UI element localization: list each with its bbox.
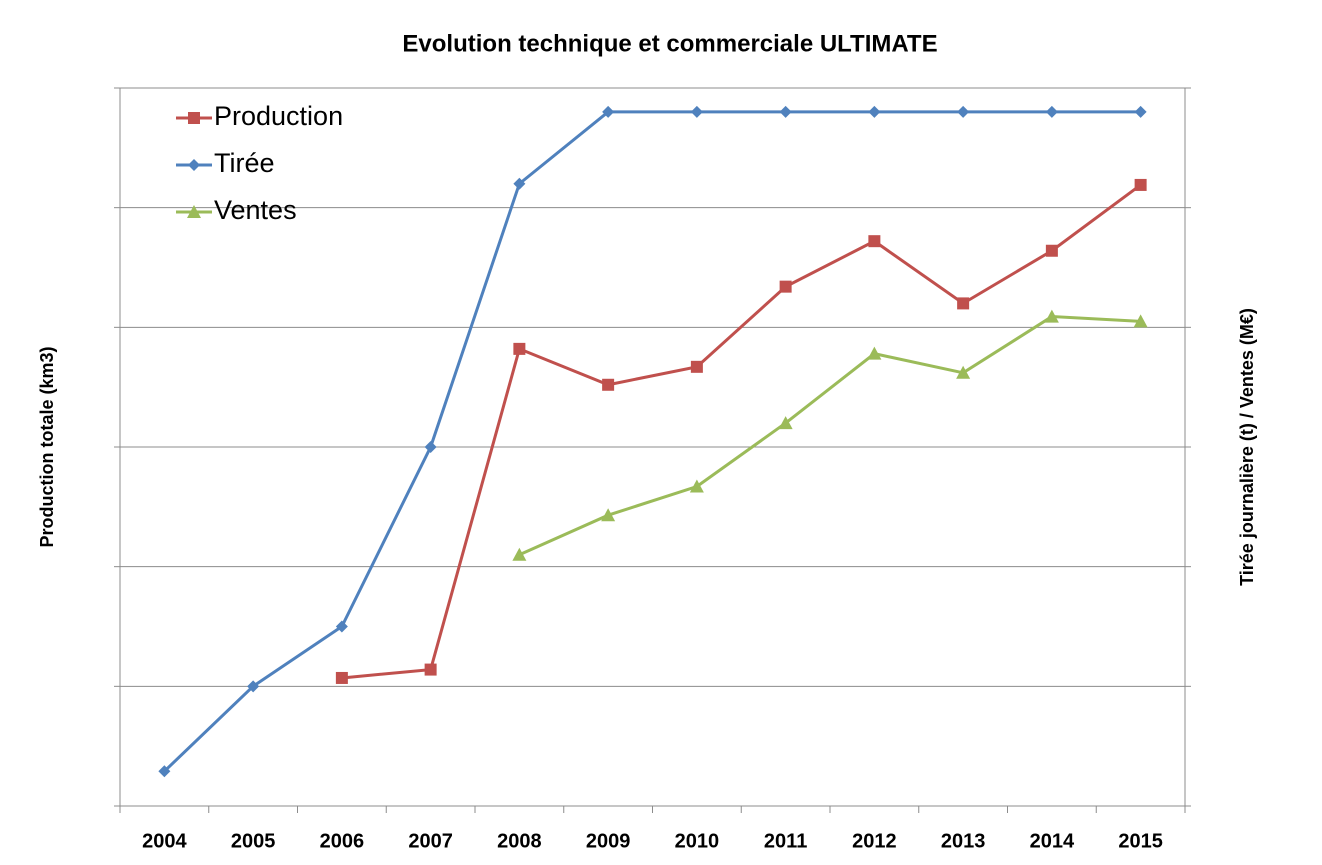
marker: [690, 105, 703, 118]
legend-label: Production: [214, 101, 343, 131]
marker: [1045, 244, 1058, 257]
x-tick-label: 2009: [586, 830, 631, 852]
marker: [778, 416, 793, 430]
marker: [158, 765, 171, 778]
marker: [424, 663, 437, 676]
marker: [868, 105, 881, 118]
x-tick-label: 2013: [941, 830, 986, 852]
marker: [1045, 105, 1058, 118]
legend-label: Ventes: [214, 195, 297, 225]
marker: [513, 177, 526, 190]
marker: [513, 342, 526, 355]
marker: [779, 105, 792, 118]
marker: [1134, 105, 1147, 118]
marker: [601, 508, 616, 522]
y-axis-label: Production totale (km3): [37, 346, 57, 547]
marker: [247, 680, 260, 693]
marker: [1134, 178, 1147, 191]
chart-title: Evolution technique et commerciale ULTIM…: [402, 30, 937, 57]
marker: [690, 360, 703, 373]
y2-axis-label: Tirée journalière (t) / Ventes (M€): [1237, 308, 1257, 586]
x-tick-label: 2014: [1030, 830, 1075, 852]
series-line: [518, 315, 1141, 557]
marker: [187, 205, 201, 218]
legend-label: Tirée: [214, 148, 275, 178]
marker: [956, 365, 971, 379]
series-line: [341, 183, 1142, 680]
marker: [188, 112, 200, 124]
marker: [1133, 314, 1148, 328]
x-tick-label: 2015: [1118, 830, 1163, 852]
marker: [188, 159, 200, 171]
x-tick-label: 2011: [764, 830, 807, 852]
marker: [868, 235, 881, 248]
x-tick-label: 2004: [142, 830, 187, 852]
marker: [1044, 309, 1059, 323]
marker: [957, 297, 970, 310]
marker: [335, 620, 348, 633]
x-tick-label: 2012: [852, 830, 897, 852]
marker: [867, 346, 882, 360]
x-tick-label: 2006: [320, 830, 365, 852]
x-tick-label: 2008: [497, 830, 542, 852]
x-tick-label: 2010: [675, 830, 720, 852]
marker: [602, 105, 615, 118]
marker: [602, 378, 615, 391]
marker: [957, 105, 970, 118]
series-line: [163, 110, 1141, 773]
marker: [424, 441, 437, 453]
x-tick-label: 2007: [408, 830, 453, 852]
marker: [689, 479, 704, 493]
x-tick-label: 2005: [231, 830, 276, 852]
marker: [512, 547, 527, 561]
marker: [779, 280, 792, 293]
marker: [335, 671, 348, 684]
